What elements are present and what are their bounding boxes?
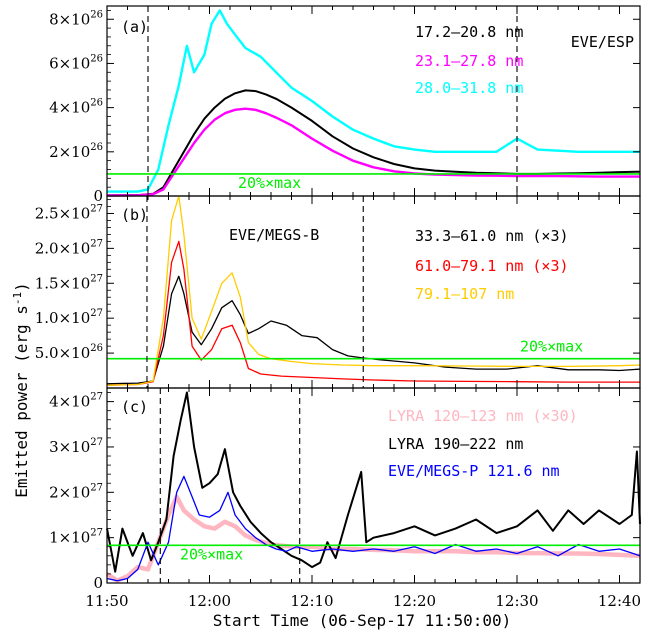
series-line-1 xyxy=(106,275,641,385)
series-line-2 xyxy=(106,391,641,573)
legend-entry: EVE/MEGS-P 121.6 nm xyxy=(388,462,560,480)
y-tick-label: 5.0×1026 xyxy=(35,343,103,362)
y-axis-label: Emitted power (erg s-1) xyxy=(11,282,31,498)
panel-label: (b) xyxy=(121,206,148,224)
legend-entry: 28.0–31.8 nm xyxy=(415,79,523,97)
x-axis-label: Start Time (06-Sep-17 11:50:00) xyxy=(213,611,512,630)
series-line-2 xyxy=(106,240,640,386)
instrument-label: EVE/MEGS-B xyxy=(229,226,319,244)
y-tick-label: 4×1027 xyxy=(49,392,103,411)
y-tick-label: 8×1026 xyxy=(49,9,103,28)
series-line-3 xyxy=(106,475,641,582)
y-tick-label: 0 xyxy=(93,187,103,205)
series-line-3 xyxy=(107,9,640,193)
panel-c: 20%×max 0 1×1027 2×1027 3×1027 4×1027 (c) LYRA … xyxy=(49,387,641,592)
y-tick-label: 2.0×1027 xyxy=(35,238,103,257)
x-tick-label: 12:10 xyxy=(290,592,333,610)
legend-entry: 17.2–20.8 nm xyxy=(415,23,523,41)
threshold-label: 20%×max xyxy=(180,545,243,563)
x-tick-label: 11:50 xyxy=(85,592,128,610)
y-tick-label: 1.5×1027 xyxy=(35,273,103,292)
legend-entry: 61.0–79.1 nm (×3) xyxy=(415,257,569,275)
y-tick-label: 6×1026 xyxy=(49,53,103,72)
series-line-2 xyxy=(106,107,640,197)
y-tick-label: 3×1027 xyxy=(49,437,103,456)
legend-entry: 79.1–107 nm xyxy=(415,285,514,303)
instrument-label: EVE/ESP xyxy=(571,33,634,51)
legend-entry: LYRA 190–222 nm xyxy=(388,435,523,453)
y-tick-label: 2×1026 xyxy=(49,142,103,161)
panel-a: 20%×max 0 2×1026 4×1026 6×1026 8×1026 (a) EVE/E… xyxy=(49,5,641,205)
threshold-label: 20%×max xyxy=(520,338,583,356)
y-tick-label: 2×1027 xyxy=(49,482,103,501)
threshold-label: 20%×max xyxy=(238,174,301,192)
y-tick-label: 1×1027 xyxy=(49,528,103,547)
panel-label: (c) xyxy=(121,398,148,416)
series-line-3 xyxy=(106,195,641,386)
x-tick-label: 12:40 xyxy=(598,592,641,610)
panel-b: 20%×max 5.0×1026 1.0×1027 1.5×1027 2.0×1027 2… xyxy=(35,195,641,389)
y-tick-label: 1.0×1027 xyxy=(35,308,103,327)
legend-entry: 23.1–27.8 nm xyxy=(415,52,523,70)
x-tick-labels: 11:50 12:00 12:10 12:20 12:30 12:40 xyxy=(85,592,641,610)
x-tick-label: 12:20 xyxy=(393,592,436,610)
legend-entry: LYRA 120–123 nm (×30) xyxy=(388,407,578,425)
x-tick-label: 12:00 xyxy=(188,592,231,610)
series-line-1 xyxy=(106,89,641,197)
y-tick-label: 2.5×1027 xyxy=(35,203,103,222)
x-tick-label: 12:30 xyxy=(495,592,538,610)
panel-label: (a) xyxy=(121,18,148,36)
y-tick-label: 0 xyxy=(93,574,103,592)
legend-entry: 33.3–61.0 nm (×3) xyxy=(415,227,569,245)
y-tick-label: 4×1026 xyxy=(49,98,103,117)
